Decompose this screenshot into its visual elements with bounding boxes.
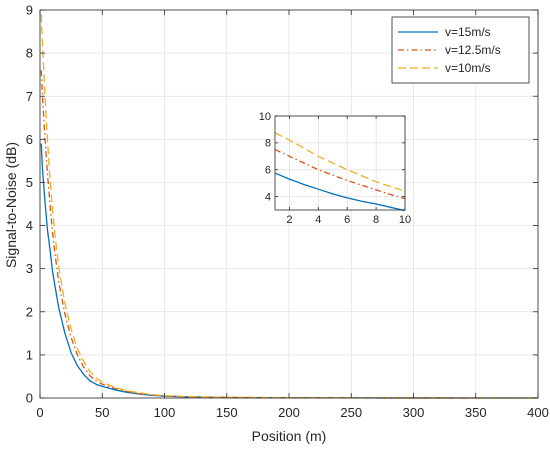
- inset-plot-lines: [274, 132, 406, 212]
- main-x-tick-label: 150: [216, 405, 238, 420]
- x-axis-label: Position (m): [252, 428, 327, 444]
- inset-y-tick-label: 6: [265, 165, 271, 177]
- main-y-tick-label: 4: [26, 218, 33, 233]
- inset-series-line-1: [274, 148, 406, 200]
- main-x-tick-label: 300: [403, 405, 425, 420]
- inset-x-tick-label: 8: [373, 214, 379, 226]
- main-y-tick-label: 5: [26, 175, 33, 190]
- main-ticks: 0 50 100 150 200 250 300 350 400 0 1 2 3 4 5 6 7 8 9: [26, 3, 549, 420]
- inset-x-tick-label: 4: [315, 214, 321, 226]
- main-x-tick-label: 0: [36, 405, 43, 420]
- main-series-line-2: [40, 14, 539, 399]
- legend-label-v10: v=10m/s: [445, 61, 491, 75]
- inset-series-line-2: [274, 132, 406, 192]
- main-y-tick-label: 6: [26, 132, 33, 147]
- inset-background: [275, 116, 405, 210]
- main-y-tick-label: 0: [26, 391, 33, 406]
- legend-label-v15: v=15m/s: [445, 25, 491, 39]
- main-series-line-1: [40, 70, 539, 399]
- inset-ticks: 2 4 6 8 10 4 6 8 10: [259, 111, 411, 226]
- main-y-tick-label: 1: [26, 347, 33, 362]
- main-x-tick-label: 100: [154, 405, 176, 420]
- main-x-tick-label: 200: [278, 405, 300, 420]
- main-x-tick-label: 350: [465, 405, 487, 420]
- inset-x-tick-label: 10: [399, 214, 411, 226]
- main-y-tick-label: 7: [26, 89, 33, 104]
- main-x-tick-label: 250: [340, 405, 362, 420]
- inset-axes-frame: [274, 115, 406, 211]
- main-y-tick-label: 2: [26, 304, 33, 319]
- main-y-tick-label: 9: [26, 3, 33, 18]
- inset-series-line-0: [274, 172, 406, 212]
- inset-x-tick-label: 6: [344, 214, 350, 226]
- inset-y-tick-label: 4: [265, 191, 271, 203]
- main-y-tick-label: 3: [26, 261, 33, 276]
- main-x-tick-label: 50: [95, 405, 109, 420]
- inset-y-tick-label: 10: [259, 111, 271, 123]
- main-y-tick-label: 8: [26, 46, 33, 61]
- main-x-tick-label: 400: [527, 405, 549, 420]
- legend: v=15m/s v=12.5m/s v=10m/s: [391, 16, 530, 84]
- inset-y-tick-label: 8: [265, 138, 271, 150]
- legend-label-v12-5: v=12.5m/s: [445, 43, 501, 57]
- y-axis-label: Signal-to-Noise (dB): [3, 142, 19, 268]
- inset-x-tick-label: 2: [286, 214, 292, 226]
